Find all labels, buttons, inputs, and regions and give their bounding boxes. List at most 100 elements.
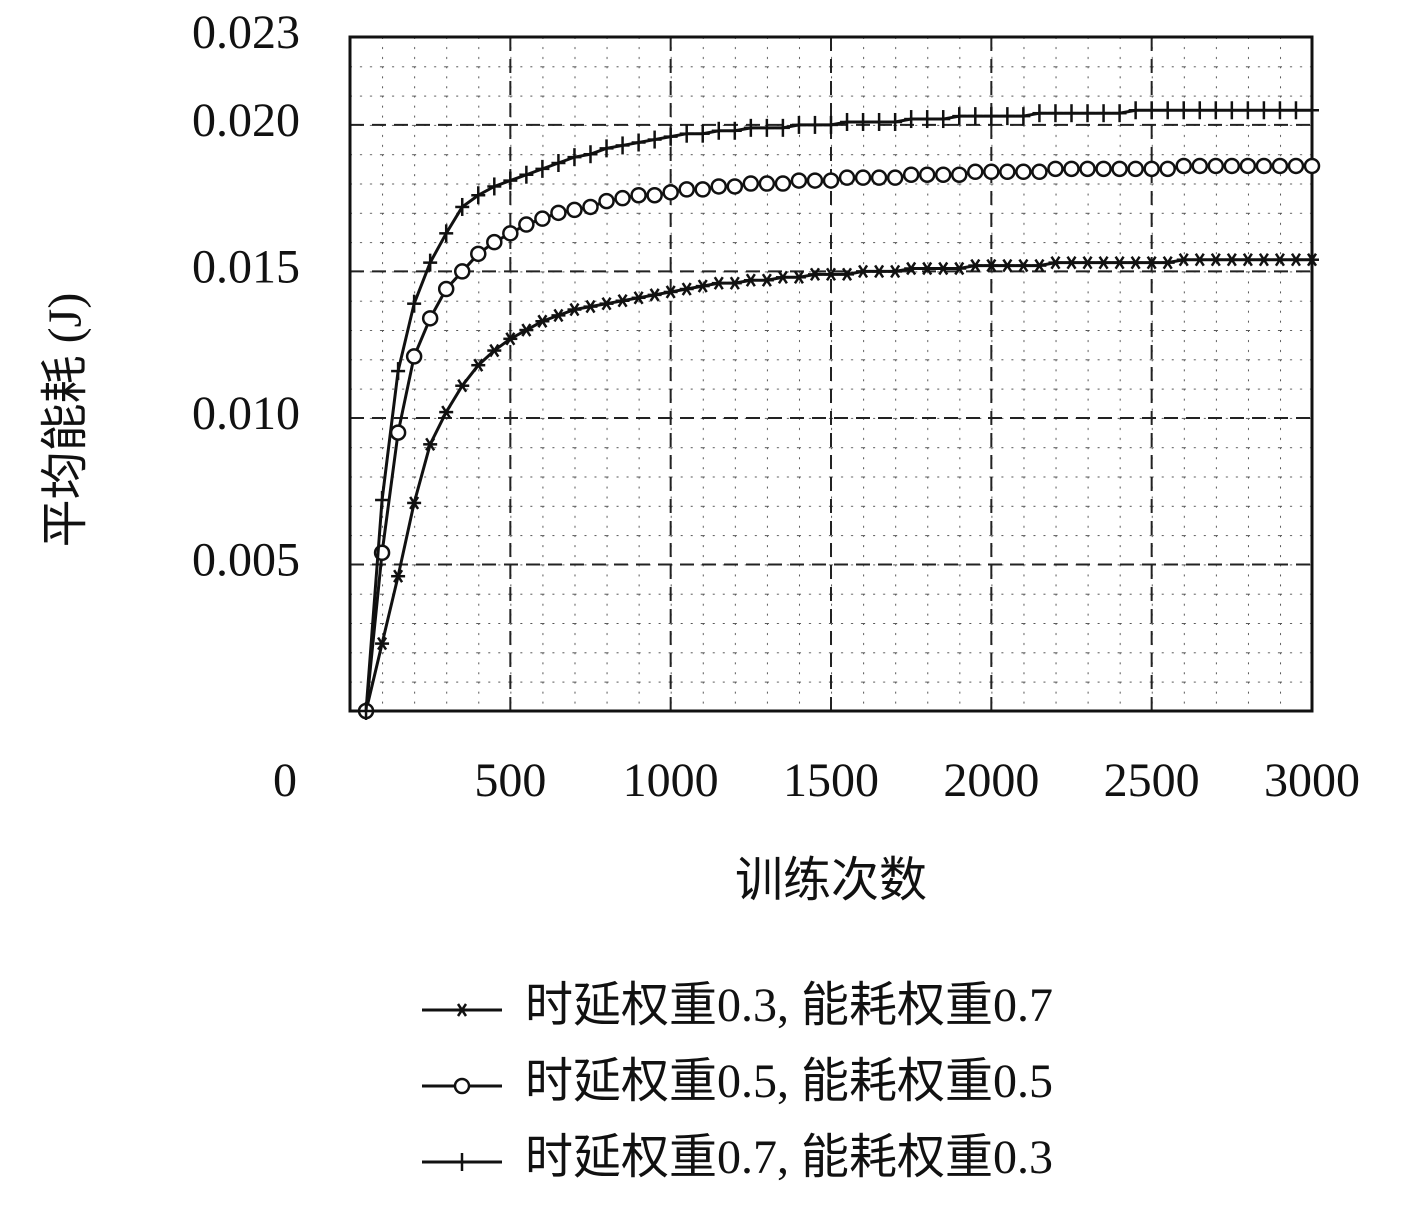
marker-stroke	[906, 261, 917, 276]
legend-label: 时延权重0.3, 能耗权重0.7	[525, 979, 1053, 1032]
marker	[375, 491, 390, 510]
marker-circle	[1127, 160, 1144, 178]
marker	[791, 270, 806, 284]
marker	[455, 1153, 469, 1171]
marker	[1128, 101, 1143, 120]
marker	[599, 296, 614, 311]
marker-circle	[694, 181, 711, 198]
marker	[503, 171, 518, 190]
marker	[1032, 104, 1047, 123]
marker	[1192, 101, 1207, 120]
marker-circle	[726, 178, 744, 195]
marker	[567, 302, 582, 317]
marker	[663, 285, 678, 299]
marker	[824, 267, 838, 282]
marker-stroke	[393, 569, 404, 583]
marker	[775, 270, 790, 284]
marker-stroke	[713, 276, 724, 290]
marker-circle	[1175, 157, 1192, 175]
marker-circle	[405, 348, 423, 365]
marker-stroke	[970, 258, 981, 273]
marker	[599, 139, 614, 158]
marker	[1176, 253, 1191, 267]
marker	[614, 189, 631, 207]
marker-stroke	[681, 282, 692, 296]
marker	[807, 115, 822, 134]
marker	[439, 224, 454, 243]
marker	[519, 323, 534, 337]
marker-circle	[790, 172, 808, 189]
marker	[647, 288, 662, 302]
marker	[952, 107, 967, 126]
marker	[486, 233, 503, 251]
marker-circle	[582, 198, 599, 216]
marker	[1271, 157, 1289, 175]
marker-circle	[886, 169, 904, 186]
marker	[583, 299, 598, 314]
marker	[679, 282, 694, 296]
marker	[1303, 157, 1321, 175]
marker-stroke	[793, 270, 804, 284]
marker	[1080, 255, 1095, 270]
marker	[1160, 255, 1175, 270]
marker	[1256, 253, 1271, 267]
marker	[471, 358, 486, 372]
marker-circle	[1255, 157, 1273, 175]
marker-circle	[1303, 157, 1321, 175]
marker	[405, 348, 423, 365]
marker	[968, 258, 983, 273]
marker	[695, 124, 710, 143]
marker-circle	[550, 204, 567, 222]
marker	[1287, 157, 1305, 175]
marker-stroke	[1162, 255, 1173, 270]
marker	[375, 636, 390, 651]
marker	[1015, 163, 1032, 181]
marker	[1143, 160, 1160, 178]
marker-stroke	[761, 273, 772, 287]
marker-circle	[662, 184, 679, 201]
marker	[391, 569, 406, 583]
marker-circle	[1015, 163, 1032, 181]
x-tick-label: 500	[474, 754, 546, 807]
marker-circle	[1239, 157, 1257, 175]
marker-circle	[742, 175, 760, 192]
marker	[487, 343, 502, 358]
marker-circle	[614, 189, 631, 207]
marker-circle	[1047, 160, 1064, 178]
marker	[838, 169, 856, 186]
marker-circle	[1111, 160, 1128, 178]
marker-stroke	[954, 261, 965, 276]
marker	[934, 166, 952, 183]
marker	[1223, 157, 1241, 175]
marker	[806, 172, 824, 189]
marker-stroke	[521, 323, 532, 337]
marker-circle	[870, 169, 888, 186]
marker-stroke	[745, 273, 756, 287]
marker	[984, 107, 999, 126]
marker	[952, 261, 967, 276]
marker	[583, 145, 598, 164]
marker-stroke	[617, 294, 628, 308]
marker	[1207, 157, 1225, 175]
marker-circle	[486, 233, 503, 251]
marker	[1288, 101, 1303, 120]
marker	[710, 178, 728, 195]
marker-stroke	[825, 267, 837, 282]
marker-stroke	[1082, 255, 1093, 270]
marker	[1240, 253, 1255, 267]
marker	[774, 175, 792, 192]
marker-circle	[518, 216, 535, 233]
marker	[630, 186, 647, 204]
marker-circle	[806, 172, 824, 189]
marker-circle	[999, 163, 1016, 181]
marker-stroke	[505, 332, 516, 346]
marker	[1175, 157, 1192, 175]
marker	[936, 261, 951, 276]
marker	[904, 110, 919, 129]
marker-circle	[983, 163, 1000, 181]
marker	[1176, 101, 1191, 120]
marker	[582, 198, 599, 216]
marker	[1128, 255, 1143, 270]
marker-stroke	[1098, 255, 1109, 270]
marker-stroke	[1002, 258, 1013, 273]
